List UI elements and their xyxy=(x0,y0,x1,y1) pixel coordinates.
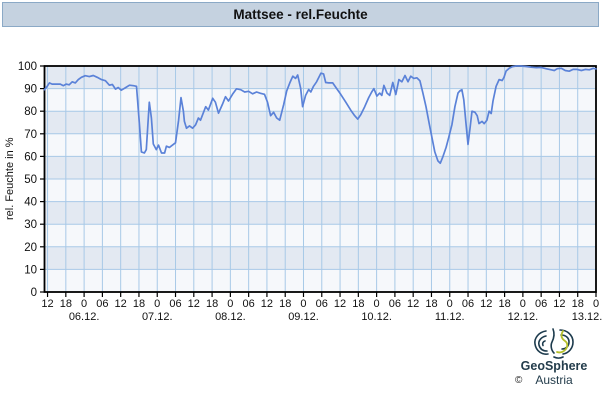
x-tick-label: 12 xyxy=(334,298,346,310)
band-row xyxy=(44,88,596,112)
x-tick-label: 12 xyxy=(188,298,200,310)
band-row xyxy=(44,269,596,292)
y-axis-label: rel. Feuchte in % xyxy=(4,137,16,221)
x-tick-label: 18 xyxy=(206,298,218,310)
x-tick-label: 06 xyxy=(462,298,474,310)
geosphere-logo: GeoSphere © Austria xyxy=(506,326,602,387)
x-tick-label: 18 xyxy=(279,298,291,310)
plot-border xyxy=(43,65,597,293)
x-tick-label: 0 xyxy=(520,298,526,310)
band-row xyxy=(44,111,596,134)
chart-title-bar: Mattsee - rel.Feuchte xyxy=(2,2,599,27)
date-label: 07.12. xyxy=(142,311,173,323)
chart-title: Mattsee - rel.Feuchte xyxy=(233,7,368,22)
y-tick-label: 10 xyxy=(24,264,37,276)
band-row xyxy=(44,246,596,270)
x-tick-label: 18 xyxy=(498,298,510,310)
x-tick-label: 18 xyxy=(133,298,145,310)
band-row xyxy=(44,201,596,225)
geosphere-logo-country-row: © Austria xyxy=(506,373,602,387)
band-row xyxy=(44,133,596,157)
y-tick-label: 100 xyxy=(18,61,37,73)
x-tick-label: 12 xyxy=(407,298,419,310)
x-tick-label: 12 xyxy=(553,298,565,310)
band-row xyxy=(44,156,596,179)
band-row xyxy=(44,179,596,202)
y-tick-label: 40 xyxy=(24,197,37,209)
x-tick-label: 0 xyxy=(154,298,160,310)
y-tick-label: 60 xyxy=(24,151,37,163)
x-tick-label: 0 xyxy=(447,298,453,310)
copyright-mark: © xyxy=(515,375,523,386)
y-tick-label: 50 xyxy=(24,174,37,186)
x-tick-label: 06 xyxy=(316,298,328,310)
date-label: 12.12. xyxy=(508,311,539,323)
x-tick-label: 18 xyxy=(60,298,72,310)
y-tick-label: 90 xyxy=(24,84,37,96)
x-tick-label: 12 xyxy=(261,298,273,310)
x-tick-label: 0 xyxy=(593,298,599,310)
y-tick-label: 20 xyxy=(24,242,37,254)
geosphere-logo-icon xyxy=(534,328,574,359)
x-tick-label: 06 xyxy=(243,298,255,310)
x-tick-label: 0 xyxy=(81,298,87,310)
x-tick-label: 18 xyxy=(425,298,437,310)
date-label: 06.12. xyxy=(69,311,100,323)
x-tick-label: 12 xyxy=(41,298,53,310)
geosphere-logo-name: GeoSphere xyxy=(520,359,588,373)
x-tick-label: 0 xyxy=(300,298,306,310)
x-tick-label: 12 xyxy=(480,298,492,310)
x-tick-label: 18 xyxy=(572,298,584,310)
y-tick-label: 0 xyxy=(31,287,37,299)
x-tick-label: 12 xyxy=(115,298,127,310)
x-tick-label: 0 xyxy=(374,298,380,310)
date-label: 09.12. xyxy=(288,311,319,323)
humidity-line xyxy=(43,65,597,165)
y-tick-label: 70 xyxy=(24,129,37,141)
date-label: 13.12. xyxy=(572,311,603,323)
band-row xyxy=(44,224,596,247)
x-tick-label: 0 xyxy=(227,298,233,310)
y-tick-label: 30 xyxy=(24,219,37,231)
date-label: 08.12. xyxy=(215,311,246,323)
y-tick-label: 80 xyxy=(24,106,37,118)
x-tick-label: 18 xyxy=(352,298,364,310)
band-row xyxy=(44,66,596,89)
x-tick-label: 06 xyxy=(96,298,108,310)
geosphere-logo-country: Austria xyxy=(535,373,573,387)
date-label: 10.12. xyxy=(361,311,392,323)
date-label: 11.12. xyxy=(435,311,465,323)
x-tick-label: 06 xyxy=(169,298,181,310)
x-tick-label: 06 xyxy=(389,298,401,310)
x-tick-label: 06 xyxy=(535,298,547,310)
